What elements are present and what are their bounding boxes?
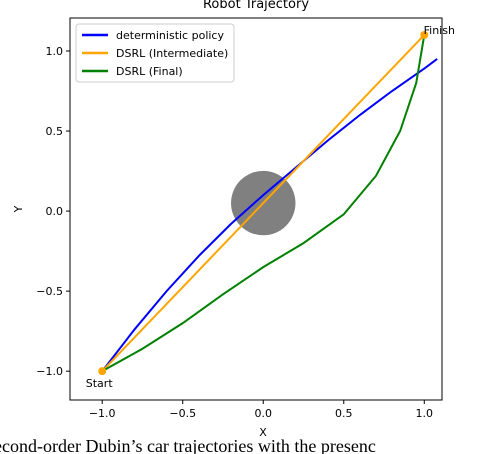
endpoint [420, 30, 429, 39]
series-line [101, 58, 438, 372]
endpoint-label: Start [86, 377, 114, 390]
x-tick-label: −1.0 [89, 407, 116, 420]
endpoint [98, 367, 107, 376]
series-line [101, 34, 426, 373]
x-tick-label: 1.0 [416, 407, 434, 420]
y-tick-label: 0.0 [46, 205, 64, 218]
x-tick-label: 0.5 [335, 407, 353, 420]
x-tick-label: −0.5 [169, 407, 196, 420]
chart-title: Robot Trajectory [203, 0, 309, 12]
x-axis-label: X [259, 426, 267, 439]
y-tick-label: −0.5 [36, 285, 63, 298]
legend-label: DSRL (Intermediate) [116, 47, 228, 60]
legend-label: DSRL (Final) [116, 65, 183, 78]
x-tick-label: 0.0 [254, 407, 272, 420]
y-tick-label: 1.0 [46, 45, 64, 58]
y-axis-label: Y [12, 205, 25, 213]
legend-box [75, 23, 235, 83]
plot-frame [69, 17, 443, 401]
y-tick-label: 0.5 [46, 125, 64, 138]
y-tick-label: −1.0 [36, 365, 63, 378]
legend-label: deterministic policy [116, 29, 224, 42]
series-line [101, 34, 426, 372]
caption: econd-order Dubin’s car trajectories wit… [0, 436, 376, 454]
endpoint-label: Finish [424, 24, 455, 37]
